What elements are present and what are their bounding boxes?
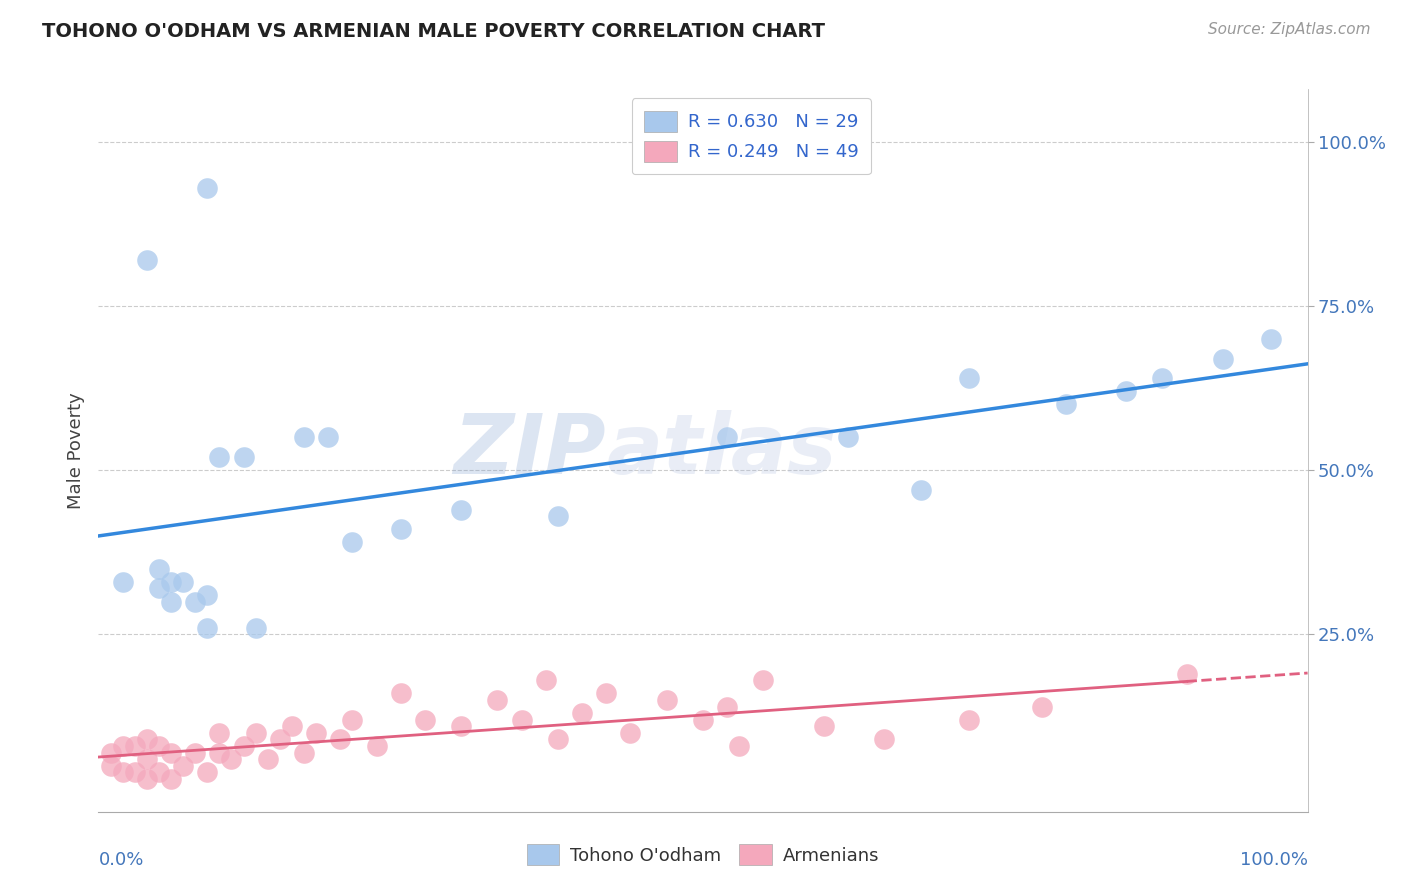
Point <box>716 430 738 444</box>
Text: 0.0%: 0.0% <box>98 852 143 870</box>
Point <box>837 430 859 444</box>
Point <box>813 719 835 733</box>
Point <box>208 450 231 464</box>
Point <box>316 430 339 444</box>
Point <box>873 732 896 747</box>
Point <box>195 765 218 780</box>
Point <box>510 713 533 727</box>
Point <box>208 726 231 740</box>
Point <box>342 713 364 727</box>
Point <box>292 430 315 444</box>
Point <box>160 772 183 786</box>
Legend: Tohono O'odham, Armenians: Tohono O'odham, Armenians <box>517 835 889 874</box>
Point <box>160 594 183 608</box>
Point <box>195 621 218 635</box>
Text: Source: ZipAtlas.com: Source: ZipAtlas.com <box>1208 22 1371 37</box>
Point <box>111 574 134 589</box>
Point <box>728 739 751 753</box>
Point <box>221 752 243 766</box>
Point <box>752 673 775 688</box>
Point <box>1175 666 1198 681</box>
Point <box>1260 332 1282 346</box>
Point <box>655 693 678 707</box>
Text: ZIP: ZIP <box>454 410 606 491</box>
Point <box>957 713 980 727</box>
Point <box>160 746 183 760</box>
Point <box>172 758 194 772</box>
Point <box>910 483 932 497</box>
Point <box>389 686 412 700</box>
Point <box>534 673 557 688</box>
Point <box>124 739 146 753</box>
Point <box>100 746 122 760</box>
Point <box>450 502 472 516</box>
Legend: R = 0.630   N = 29, R = 0.249   N = 49: R = 0.630 N = 29, R = 0.249 N = 49 <box>631 98 872 174</box>
Point <box>281 719 304 733</box>
Point <box>111 739 134 753</box>
Point <box>256 752 278 766</box>
Point <box>135 752 157 766</box>
Point <box>1115 384 1137 399</box>
Point <box>124 765 146 780</box>
Point <box>305 726 328 740</box>
Point <box>148 582 170 596</box>
Point <box>135 252 157 267</box>
Point <box>342 535 364 549</box>
Point <box>329 732 352 747</box>
Point <box>692 713 714 727</box>
Point <box>1054 397 1077 411</box>
Point <box>135 772 157 786</box>
Point <box>957 371 980 385</box>
Point <box>366 739 388 753</box>
Point <box>172 574 194 589</box>
Point <box>486 693 509 707</box>
Point <box>232 450 254 464</box>
Point <box>450 719 472 733</box>
Point <box>1152 371 1174 385</box>
Point <box>269 732 291 747</box>
Point <box>184 746 207 760</box>
Point <box>148 562 170 576</box>
Y-axis label: Male Poverty: Male Poverty <box>66 392 84 508</box>
Text: TOHONO O'ODHAM VS ARMENIAN MALE POVERTY CORRELATION CHART: TOHONO O'ODHAM VS ARMENIAN MALE POVERTY … <box>42 22 825 41</box>
Point <box>184 594 207 608</box>
Point <box>195 180 218 194</box>
Point <box>232 739 254 753</box>
Point <box>716 699 738 714</box>
Point <box>1212 351 1234 366</box>
Point <box>292 746 315 760</box>
Point <box>135 732 157 747</box>
Point <box>100 758 122 772</box>
Point <box>245 621 267 635</box>
Point <box>195 588 218 602</box>
Point <box>148 765 170 780</box>
Point <box>160 574 183 589</box>
Point <box>148 739 170 753</box>
Point <box>547 509 569 524</box>
Point <box>111 765 134 780</box>
Point <box>413 713 436 727</box>
Point <box>1031 699 1053 714</box>
Point <box>571 706 593 721</box>
Point <box>245 726 267 740</box>
Text: 100.0%: 100.0% <box>1240 852 1308 870</box>
Point <box>619 726 641 740</box>
Point <box>547 732 569 747</box>
Point <box>208 746 231 760</box>
Point <box>595 686 617 700</box>
Point <box>389 522 412 536</box>
Text: atlas: atlas <box>606 410 837 491</box>
